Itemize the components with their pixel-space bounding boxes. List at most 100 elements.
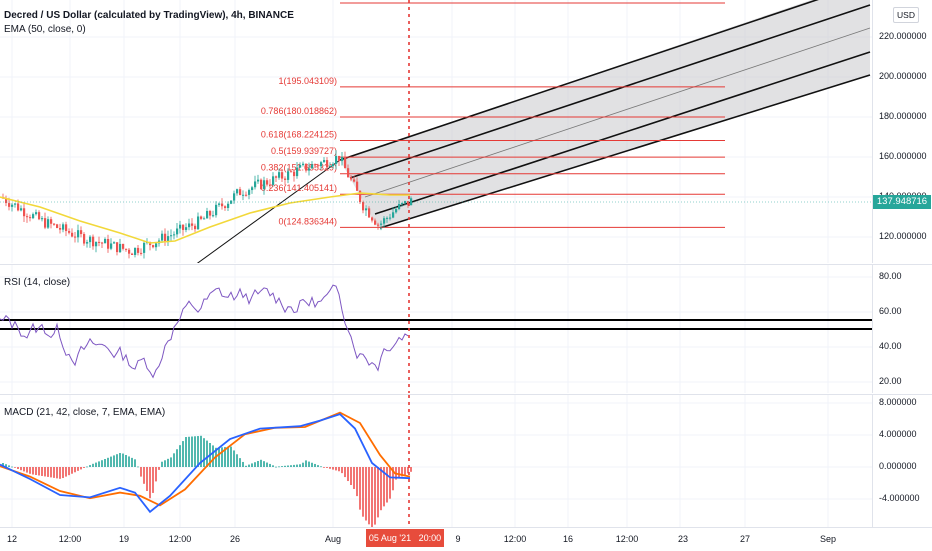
macd-histogram-bar xyxy=(224,447,226,467)
macd-histogram-bar xyxy=(218,447,220,467)
macd-tick-label: -4.000000 xyxy=(879,493,920,503)
macd-histogram-bar xyxy=(5,464,7,467)
price-pane[interactable]: 1(195.043109) 0.786(180.018862) 0.618(168.… xyxy=(0,0,872,263)
macd-histogram-bar xyxy=(236,454,238,467)
macd-histogram-bar xyxy=(212,445,214,467)
macd-histogram-bar xyxy=(131,457,133,467)
candle-body xyxy=(266,180,269,185)
candle-body xyxy=(317,165,320,167)
candle-body xyxy=(281,172,284,179)
candle-body xyxy=(263,180,266,189)
candle-body xyxy=(20,208,23,211)
macd-histogram-bar xyxy=(83,467,85,468)
candle-body xyxy=(269,184,272,186)
macd-histogram-bar xyxy=(296,464,298,467)
candle-body xyxy=(71,232,74,237)
macd-legend[interactable]: MACD (21, 42, close, 7, EMA, EMA) xyxy=(4,407,166,418)
candle-body xyxy=(95,241,98,247)
candle-body xyxy=(290,171,293,173)
rsi-axis[interactable]: 80.00 60.00 40.00 20.00 xyxy=(872,265,932,393)
candle-body xyxy=(47,219,50,228)
macd-histogram-bar xyxy=(8,465,10,467)
price-axis[interactable]: 240.000000 220.000000 200.000000 180.000000… xyxy=(872,0,932,263)
candle-body xyxy=(362,202,365,211)
macd-histogram-bar xyxy=(65,467,67,477)
macd-axis[interactable]: 8.000000 4.000000 0.000000 -4.000000 xyxy=(872,395,932,527)
macd-chart[interactable] xyxy=(0,395,872,527)
price-tick-label: 180.000000 xyxy=(879,111,927,121)
candle-body xyxy=(383,218,386,224)
macd-histogram-bar xyxy=(269,463,271,467)
candle-body xyxy=(68,231,71,233)
macd-histogram-bar xyxy=(338,467,340,472)
macd-histogram-bar xyxy=(137,466,139,468)
macd-histogram-bar xyxy=(194,436,196,467)
rsi-chart[interactable] xyxy=(0,265,872,393)
macd-histogram-bar xyxy=(377,467,379,518)
ema-line xyxy=(0,192,410,244)
macd-histogram-bar xyxy=(281,466,283,467)
macd-histogram-bar xyxy=(206,440,208,467)
currency-button[interactable]: USD xyxy=(893,7,919,23)
pane-divider-1[interactable] xyxy=(0,264,932,265)
macd-histogram-bar xyxy=(113,455,115,467)
macd-histogram-bar xyxy=(284,465,286,467)
candle-body xyxy=(257,179,260,182)
candle-body xyxy=(341,157,344,161)
candle-body xyxy=(371,217,374,221)
pitchfork-channel[interactable] xyxy=(340,0,870,228)
pane-divider-2[interactable] xyxy=(0,394,932,395)
macd-histogram-bar xyxy=(200,435,202,467)
macd-histogram-bar xyxy=(380,467,382,511)
rsi-tick-label: 40.00 xyxy=(879,341,902,351)
macd-histogram-bar xyxy=(353,467,355,489)
candle-body xyxy=(239,189,242,196)
macd-histogram-bar xyxy=(260,459,262,467)
candle-body xyxy=(221,203,224,207)
candle-body xyxy=(314,164,317,166)
time-axis[interactable]: 1212:001912:0026Aug12:00912:001612:00232… xyxy=(0,527,932,551)
candle-body xyxy=(389,217,392,219)
rsi-pane[interactable]: RSI (14, close) xyxy=(0,265,872,393)
pitchfork-inner-lower-line[interactable] xyxy=(374,51,871,215)
candle-body xyxy=(176,228,179,235)
macd-histogram-bar xyxy=(77,467,79,471)
pitchfork-inner-upper-line[interactable] xyxy=(349,4,871,179)
candle-body xyxy=(209,210,212,216)
candle-body xyxy=(89,236,92,243)
candle-body xyxy=(116,242,119,253)
macd-histogram-bar xyxy=(191,436,193,467)
macd-histogram-bar xyxy=(383,467,385,507)
candle-body xyxy=(65,224,68,232)
candle-body xyxy=(167,236,170,242)
candle-body xyxy=(44,218,47,228)
macd-histogram-bar xyxy=(401,467,403,477)
time-tick-label: 12:00 xyxy=(615,534,639,544)
rsi-legend[interactable]: RSI (14, close) xyxy=(4,277,71,288)
trend-line[interactable] xyxy=(195,159,341,263)
pitchfork-lower-line[interactable] xyxy=(379,74,871,229)
macd-histogram-bar xyxy=(245,465,247,467)
macd-histogram-bar xyxy=(59,467,61,479)
pitchfork-upper-line[interactable] xyxy=(339,0,870,161)
ema-legend[interactable]: EMA (50, close, 0) xyxy=(4,24,86,35)
candle-body xyxy=(284,178,287,180)
macd-histogram-bar xyxy=(14,467,16,468)
macd-histogram-bar xyxy=(23,467,25,472)
time-tick-label: Sep xyxy=(819,534,837,544)
candle-body xyxy=(170,235,173,237)
macd-histogram-bar xyxy=(116,454,118,467)
candle-body xyxy=(101,242,104,244)
macd-histogram-bar xyxy=(44,467,46,477)
candle-body xyxy=(245,194,248,196)
candle-body xyxy=(353,179,356,182)
candle-body xyxy=(335,155,338,164)
pitchfork-median-line[interactable] xyxy=(364,27,871,198)
macd-histogram-bar xyxy=(350,467,352,485)
macd-histogram-bar xyxy=(332,467,334,470)
macd-histogram-bar xyxy=(347,467,349,482)
macd-pane[interactable]: MACD (21, 42, close, 7, EMA, EMA) xyxy=(0,395,872,527)
price-chart[interactable]: 1(195.043109) 0.786(180.018862) 0.618(168.… xyxy=(0,0,872,263)
macd-histogram-bar xyxy=(71,467,73,474)
candle-body xyxy=(377,224,380,226)
